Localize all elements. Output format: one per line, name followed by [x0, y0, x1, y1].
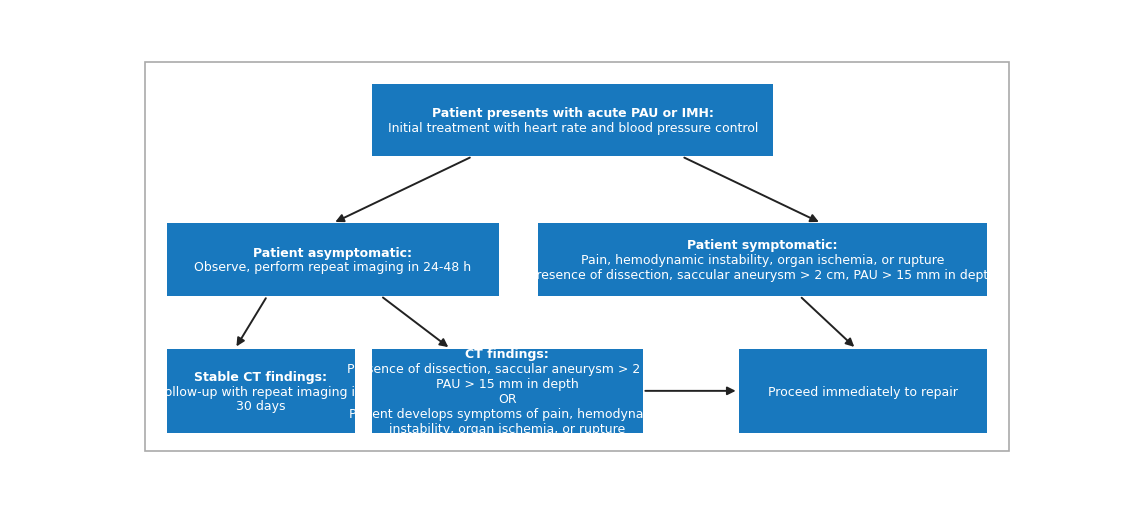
Text: Observe, perform repeat imaging in 24-48 h: Observe, perform repeat imaging in 24-48… — [194, 261, 472, 274]
FancyBboxPatch shape — [372, 349, 643, 434]
Text: Pain, hemodynamic instability, organ ischemia, or rupture: Pain, hemodynamic instability, organ isc… — [581, 253, 945, 267]
Text: Patient presents with acute PAU or IMH:: Patient presents with acute PAU or IMH: — [431, 107, 714, 120]
FancyBboxPatch shape — [739, 349, 988, 434]
Text: Presence of dissection, saccular aneurysm > 2 cm, PAU > 15 mm in depth: Presence of dissection, saccular aneurys… — [529, 268, 997, 281]
Text: Stable CT findings:: Stable CT findings: — [195, 370, 328, 383]
Text: OR: OR — [498, 392, 517, 405]
Text: Patient symptomatic:: Patient symptomatic: — [687, 239, 838, 251]
Text: Patient develops symptoms of pain, hemodynamic: Patient develops symptoms of pain, hemod… — [349, 407, 665, 420]
FancyBboxPatch shape — [167, 224, 499, 296]
Text: Initial treatment with heart rate and blood pressure control: Initial treatment with heart rate and bl… — [387, 122, 758, 135]
Text: 30 days: 30 days — [236, 400, 286, 413]
Text: instability, organ ischemia, or rupture: instability, organ ischemia, or rupture — [390, 422, 625, 435]
Text: Presence of dissection, saccular aneurysm > 2 cm,: Presence of dissection, saccular aneurys… — [347, 362, 668, 376]
Text: PAU > 15 mm in depth: PAU > 15 mm in depth — [436, 377, 579, 390]
Text: Patient asymptomatic:: Patient asymptomatic: — [253, 246, 412, 259]
Text: CT findings:: CT findings: — [465, 348, 549, 360]
Text: Follow-up with repeat imaging in: Follow-up with repeat imaging in — [159, 385, 364, 398]
FancyBboxPatch shape — [538, 224, 988, 296]
FancyBboxPatch shape — [372, 84, 774, 157]
FancyBboxPatch shape — [167, 349, 355, 434]
Text: Proceed immediately to repair: Proceed immediately to repair — [768, 385, 958, 398]
